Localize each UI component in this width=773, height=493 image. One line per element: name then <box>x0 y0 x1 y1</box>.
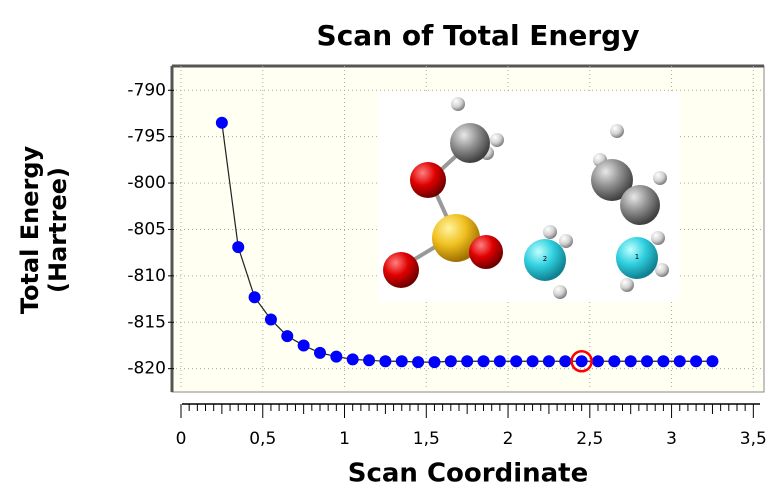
data-point <box>281 330 293 342</box>
data-point <box>690 355 702 367</box>
data-point <box>445 355 457 367</box>
inset-label: 2 <box>543 255 547 263</box>
molecule-inset: 2 1 <box>378 92 680 302</box>
chart: Scan of Total Energy Scan Coordinate Tot… <box>0 0 773 489</box>
y-tick-label: -815 <box>127 312 166 332</box>
data-point <box>396 355 408 367</box>
data-point <box>657 355 669 367</box>
data-point <box>232 241 244 253</box>
data-point <box>706 355 718 367</box>
inset-label: 1 <box>635 253 639 261</box>
y-tick-label: -810 <box>127 266 166 286</box>
data-point <box>330 351 342 363</box>
y-tick-label: -805 <box>127 219 166 239</box>
page: Scan of Total Energy Scan Coordinate Tot… <box>0 0 773 493</box>
data-point <box>478 355 490 367</box>
x-tick-label: 2,5 <box>576 429 603 449</box>
data-point <box>543 355 555 367</box>
data-point <box>576 355 588 367</box>
data-point <box>592 355 604 367</box>
data-point <box>527 355 539 367</box>
data-point <box>641 355 653 367</box>
data-point <box>428 356 440 368</box>
data-point <box>608 355 620 367</box>
data-point <box>461 355 473 367</box>
y-tick-label: -795 <box>127 127 166 147</box>
x-tick-label: 3 <box>666 429 677 449</box>
y-tick-label: -800 <box>127 173 166 193</box>
x-tick-label: 0,5 <box>249 429 276 449</box>
data-point <box>216 117 228 129</box>
data-point <box>625 355 637 367</box>
x-tick-label: 2 <box>503 429 514 449</box>
data-point <box>494 355 506 367</box>
data-point <box>379 355 391 367</box>
x-axis-label: Scan Coordinate <box>348 459 589 489</box>
data-point <box>510 355 522 367</box>
data-point <box>314 347 326 359</box>
data-point <box>363 354 375 366</box>
data-point <box>249 291 261 303</box>
data-point <box>559 355 571 367</box>
data-point <box>674 355 686 367</box>
x-tick-label: 3,5 <box>740 429 767 449</box>
y-axis-label-line: Total Energy <box>16 145 44 314</box>
data-point <box>265 313 277 325</box>
data-point <box>298 339 310 351</box>
y-tick-label: -790 <box>127 80 166 100</box>
x-tick-label: 0 <box>176 429 187 449</box>
y-axis-label: Total Energy (Hartree) <box>16 145 72 314</box>
y-axis-label-line: (Hartree) <box>44 167 72 293</box>
chart-title: Scan of Total Energy <box>317 19 640 52</box>
data-point <box>347 353 359 365</box>
y-tick-label: -820 <box>127 359 166 379</box>
x-tick-label: 1,5 <box>413 429 440 449</box>
data-point <box>412 356 424 368</box>
x-tick-label: 1 <box>339 429 350 449</box>
